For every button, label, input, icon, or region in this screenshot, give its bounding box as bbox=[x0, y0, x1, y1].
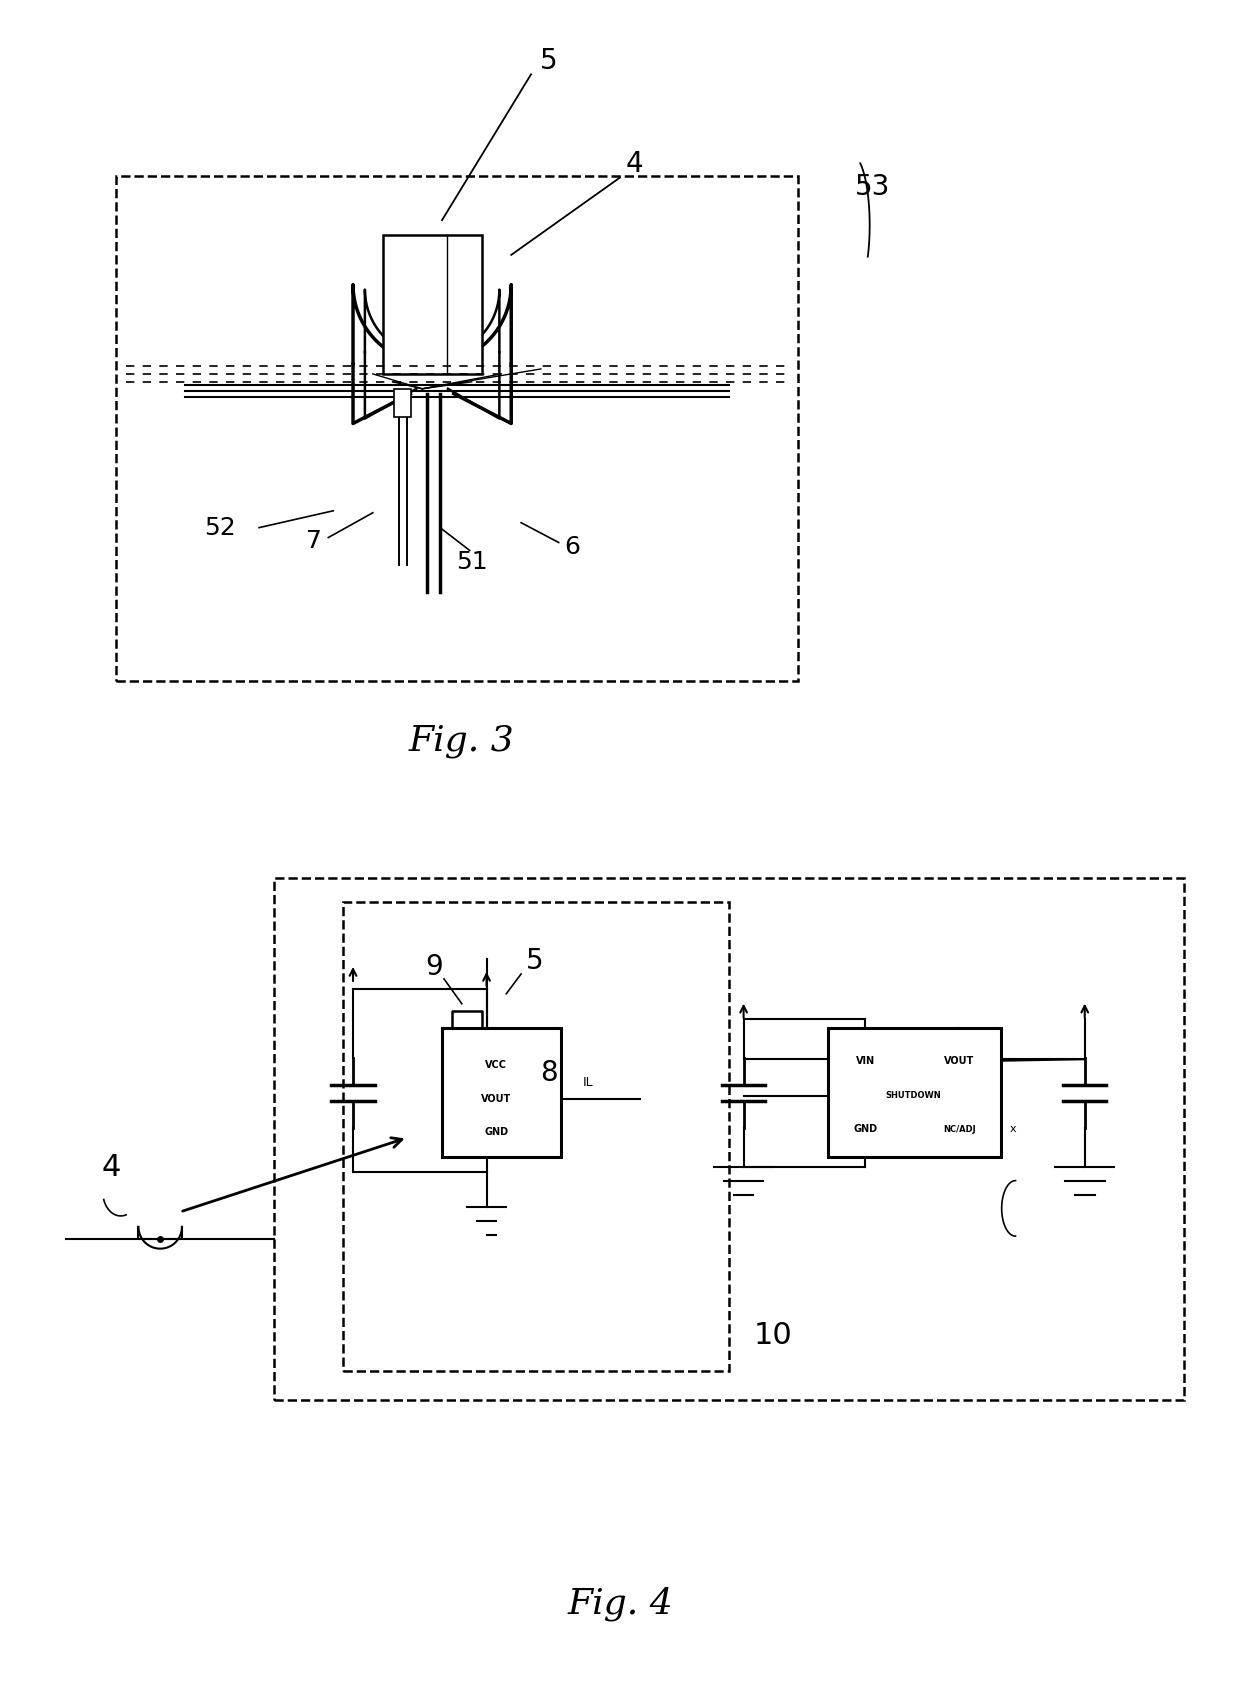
Text: Fig. 4: Fig. 4 bbox=[567, 1586, 673, 1622]
Text: 53: 53 bbox=[854, 174, 890, 201]
Text: 52: 52 bbox=[203, 516, 236, 539]
Text: 5: 5 bbox=[539, 47, 558, 76]
Text: 4: 4 bbox=[626, 149, 644, 178]
Text: GND: GND bbox=[853, 1125, 877, 1135]
Text: 8: 8 bbox=[539, 1059, 558, 1087]
Text: 7: 7 bbox=[305, 529, 321, 553]
Text: SHUTDOWN: SHUTDOWN bbox=[885, 1091, 941, 1101]
Text: GND: GND bbox=[485, 1126, 508, 1136]
Text: VOUT: VOUT bbox=[481, 1094, 512, 1104]
Text: Fig. 3: Fig. 3 bbox=[409, 724, 515, 758]
Text: VIN: VIN bbox=[856, 1055, 874, 1065]
Text: 9: 9 bbox=[425, 954, 443, 981]
Text: 4: 4 bbox=[102, 1153, 120, 1182]
Bar bbox=[274, 878, 1184, 1400]
Text: 10: 10 bbox=[754, 1321, 792, 1351]
Text: NC/ADJ: NC/ADJ bbox=[942, 1125, 976, 1133]
Text: VCC: VCC bbox=[485, 1060, 507, 1070]
Bar bbox=[115, 176, 799, 681]
Bar bbox=[827, 1028, 1001, 1157]
Text: 51: 51 bbox=[456, 550, 487, 575]
Bar bbox=[441, 1028, 560, 1157]
Text: 5: 5 bbox=[526, 947, 544, 976]
Bar bbox=[393, 389, 412, 416]
Text: x: x bbox=[1009, 1125, 1016, 1135]
Text: VOUT: VOUT bbox=[944, 1055, 975, 1065]
Text: IL: IL bbox=[583, 1075, 594, 1089]
Text: 6: 6 bbox=[564, 536, 580, 560]
Bar bbox=[343, 901, 729, 1371]
Bar bbox=[383, 235, 481, 374]
